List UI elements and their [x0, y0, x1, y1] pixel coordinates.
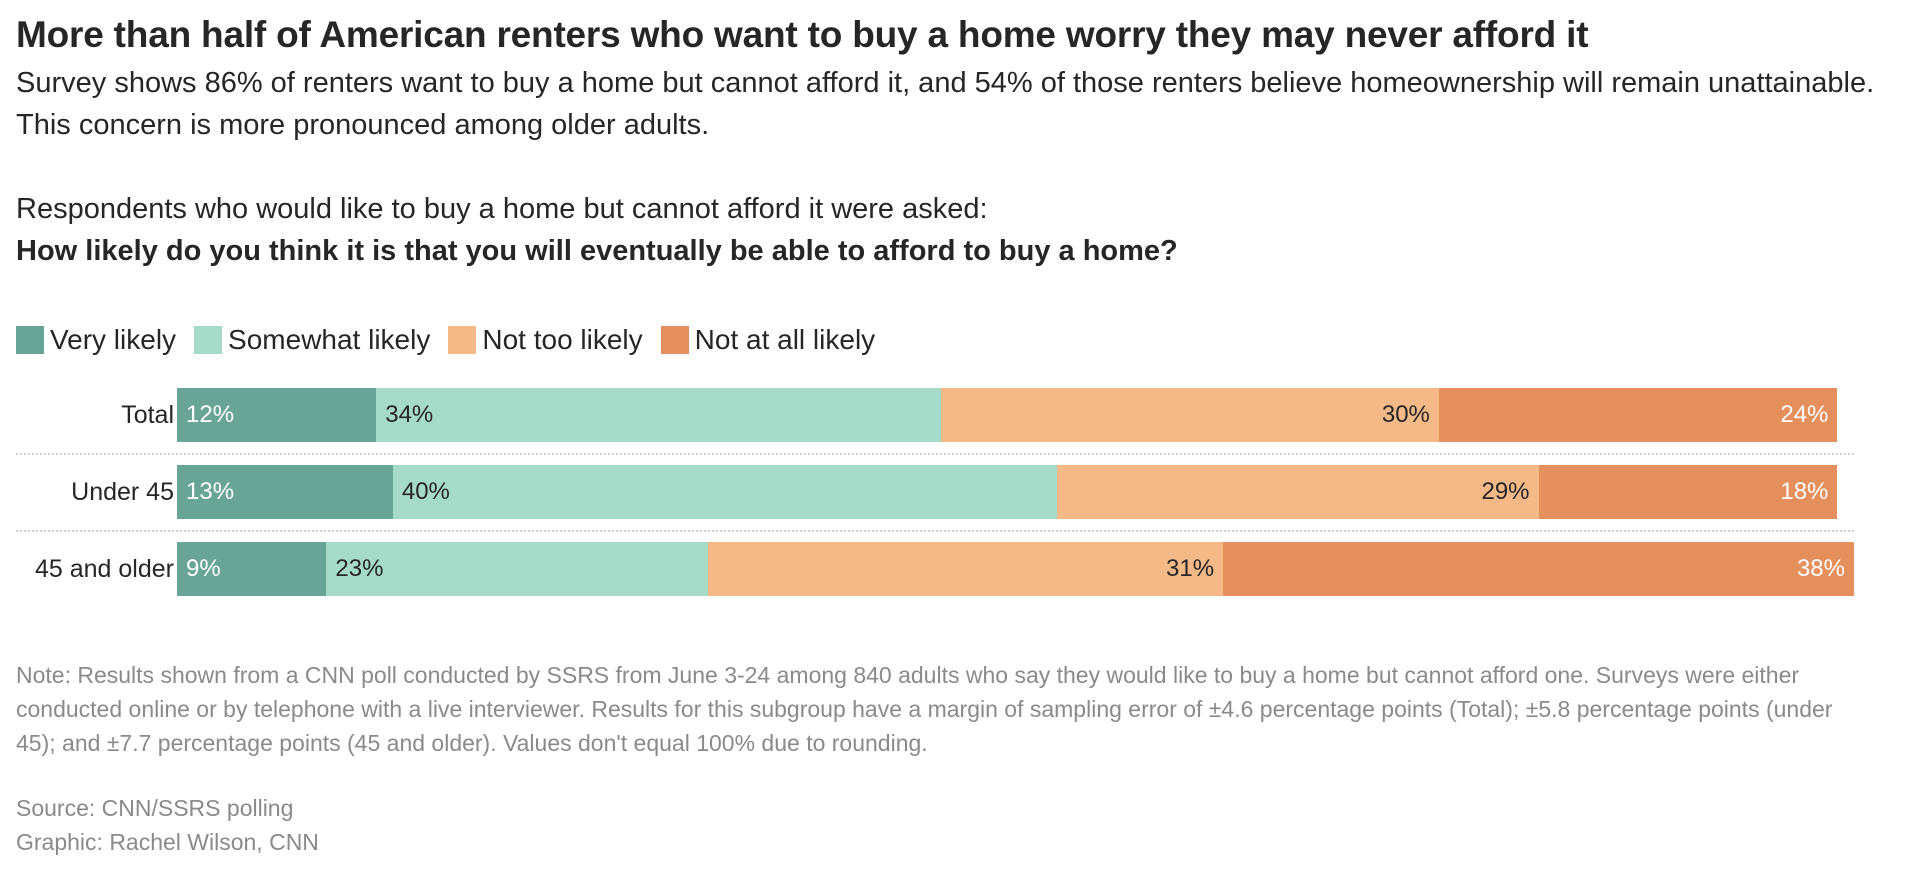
bar-segment-very-likely	[177, 388, 377, 442]
data-label-not-at-all-likely: 18%	[1780, 478, 1829, 505]
legend-swatch-somewhat-likely	[194, 326, 223, 354]
data-label-not-at-all-likely: 24%	[1780, 401, 1829, 428]
graphic-container: More than half of American renters who w…	[16, 10, 1886, 855]
row-divider	[16, 453, 1854, 455]
survey-question: How likely do you think it is that you w…	[16, 235, 1178, 267]
bar-segment-very-likely	[177, 465, 393, 519]
legend-item-not-at-all-likely: Not at all likely	[660, 322, 876, 358]
data-label-not-too-likely: 29%	[1481, 478, 1530, 505]
stacked-bar: 12% 34% 30% 24%	[177, 388, 1854, 442]
legend-item-somewhat-likely: Somewhat likely	[194, 322, 430, 358]
chart-title: More than half of American renters who w…	[16, 14, 1589, 55]
bar-row-under-45: Under 45 13% 40% 29% 18%	[16, 465, 1866, 542]
bar-segment-not-too-likely	[940, 388, 1439, 442]
data-label-very-likely: 13%	[186, 478, 235, 505]
legend-swatch-not-at-all-likely	[660, 326, 689, 354]
data-label-somewhat-likely: 34%	[385, 401, 434, 428]
data-label-somewhat-likely: 23%	[335, 555, 384, 582]
bar-row-total: Total 12% 34% 30% 24%	[16, 388, 1866, 465]
legend-item-not-too-likely: Not too likely	[448, 322, 643, 358]
stacked-bar: 13% 40% 29% 18%	[177, 465, 1854, 519]
legend-item-very-likely: Very likely	[16, 322, 176, 358]
chart-legend: Very likely Somewhat likely Not too like…	[16, 322, 893, 358]
legend-label-not-too-likely: Not too likely	[482, 324, 643, 355]
bar-segment-not-at-all-likely	[1438, 388, 1838, 442]
data-label-very-likely: 12%	[186, 401, 235, 428]
data-label-not-at-all-likely: 38%	[1796, 555, 1845, 582]
bar-segment-not-at-all-likely	[1223, 542, 1854, 596]
bar-segment-not-at-all-likely	[1538, 465, 1838, 519]
bar-segment-somewhat-likely	[392, 465, 1057, 519]
legend-swatch-not-too-likely	[448, 326, 477, 354]
bar-segment-somewhat-likely	[376, 388, 941, 442]
footnote: Note: Results shown from a CNN poll cond…	[16, 662, 1833, 756]
bar-segment-very-likely	[177, 542, 327, 596]
question-intro: Respondents who would like to buy a home…	[16, 193, 988, 225]
category-label: 45 and older	[34, 555, 174, 583]
data-label-somewhat-likely: 40%	[401, 478, 450, 505]
category-label: Under 45	[71, 478, 174, 506]
bar-row-45-and-older: 45 and older 9% 23% 31% 38%	[16, 542, 1866, 619]
source-line: Source: CNN/SSRS polling	[16, 795, 294, 821]
legend-label-not-at-all-likely: Not at all likely	[694, 324, 876, 355]
data-label-very-likely: 9%	[186, 555, 221, 582]
legend-label-very-likely: Very likely	[50, 324, 177, 355]
chart-subtitle: Survey shows 86% of renters want to buy …	[16, 67, 1875, 141]
bar-segment-somewhat-likely	[326, 542, 709, 596]
data-label-not-too-likely: 31%	[1166, 555, 1215, 582]
bar-segment-not-too-likely	[1057, 465, 1539, 519]
graphic-credit: Graphic: Rachel Wilson, CNN	[16, 829, 319, 855]
stacked-bar-chart: Total 12% 34% 30% 24% Under 45 13% 40% 29% 18% 45 …	[16, 388, 1866, 619]
category-label: Total	[121, 401, 174, 429]
stacked-bar: 9% 23% 31% 38%	[177, 542, 1854, 596]
data-label-not-too-likely: 30%	[1381, 401, 1430, 428]
bar-segment-not-too-likely	[708, 542, 1224, 596]
legend-label-somewhat-likely: Somewhat likely	[228, 324, 431, 355]
legend-swatch-very-likely	[16, 326, 44, 354]
row-divider	[16, 530, 1854, 532]
